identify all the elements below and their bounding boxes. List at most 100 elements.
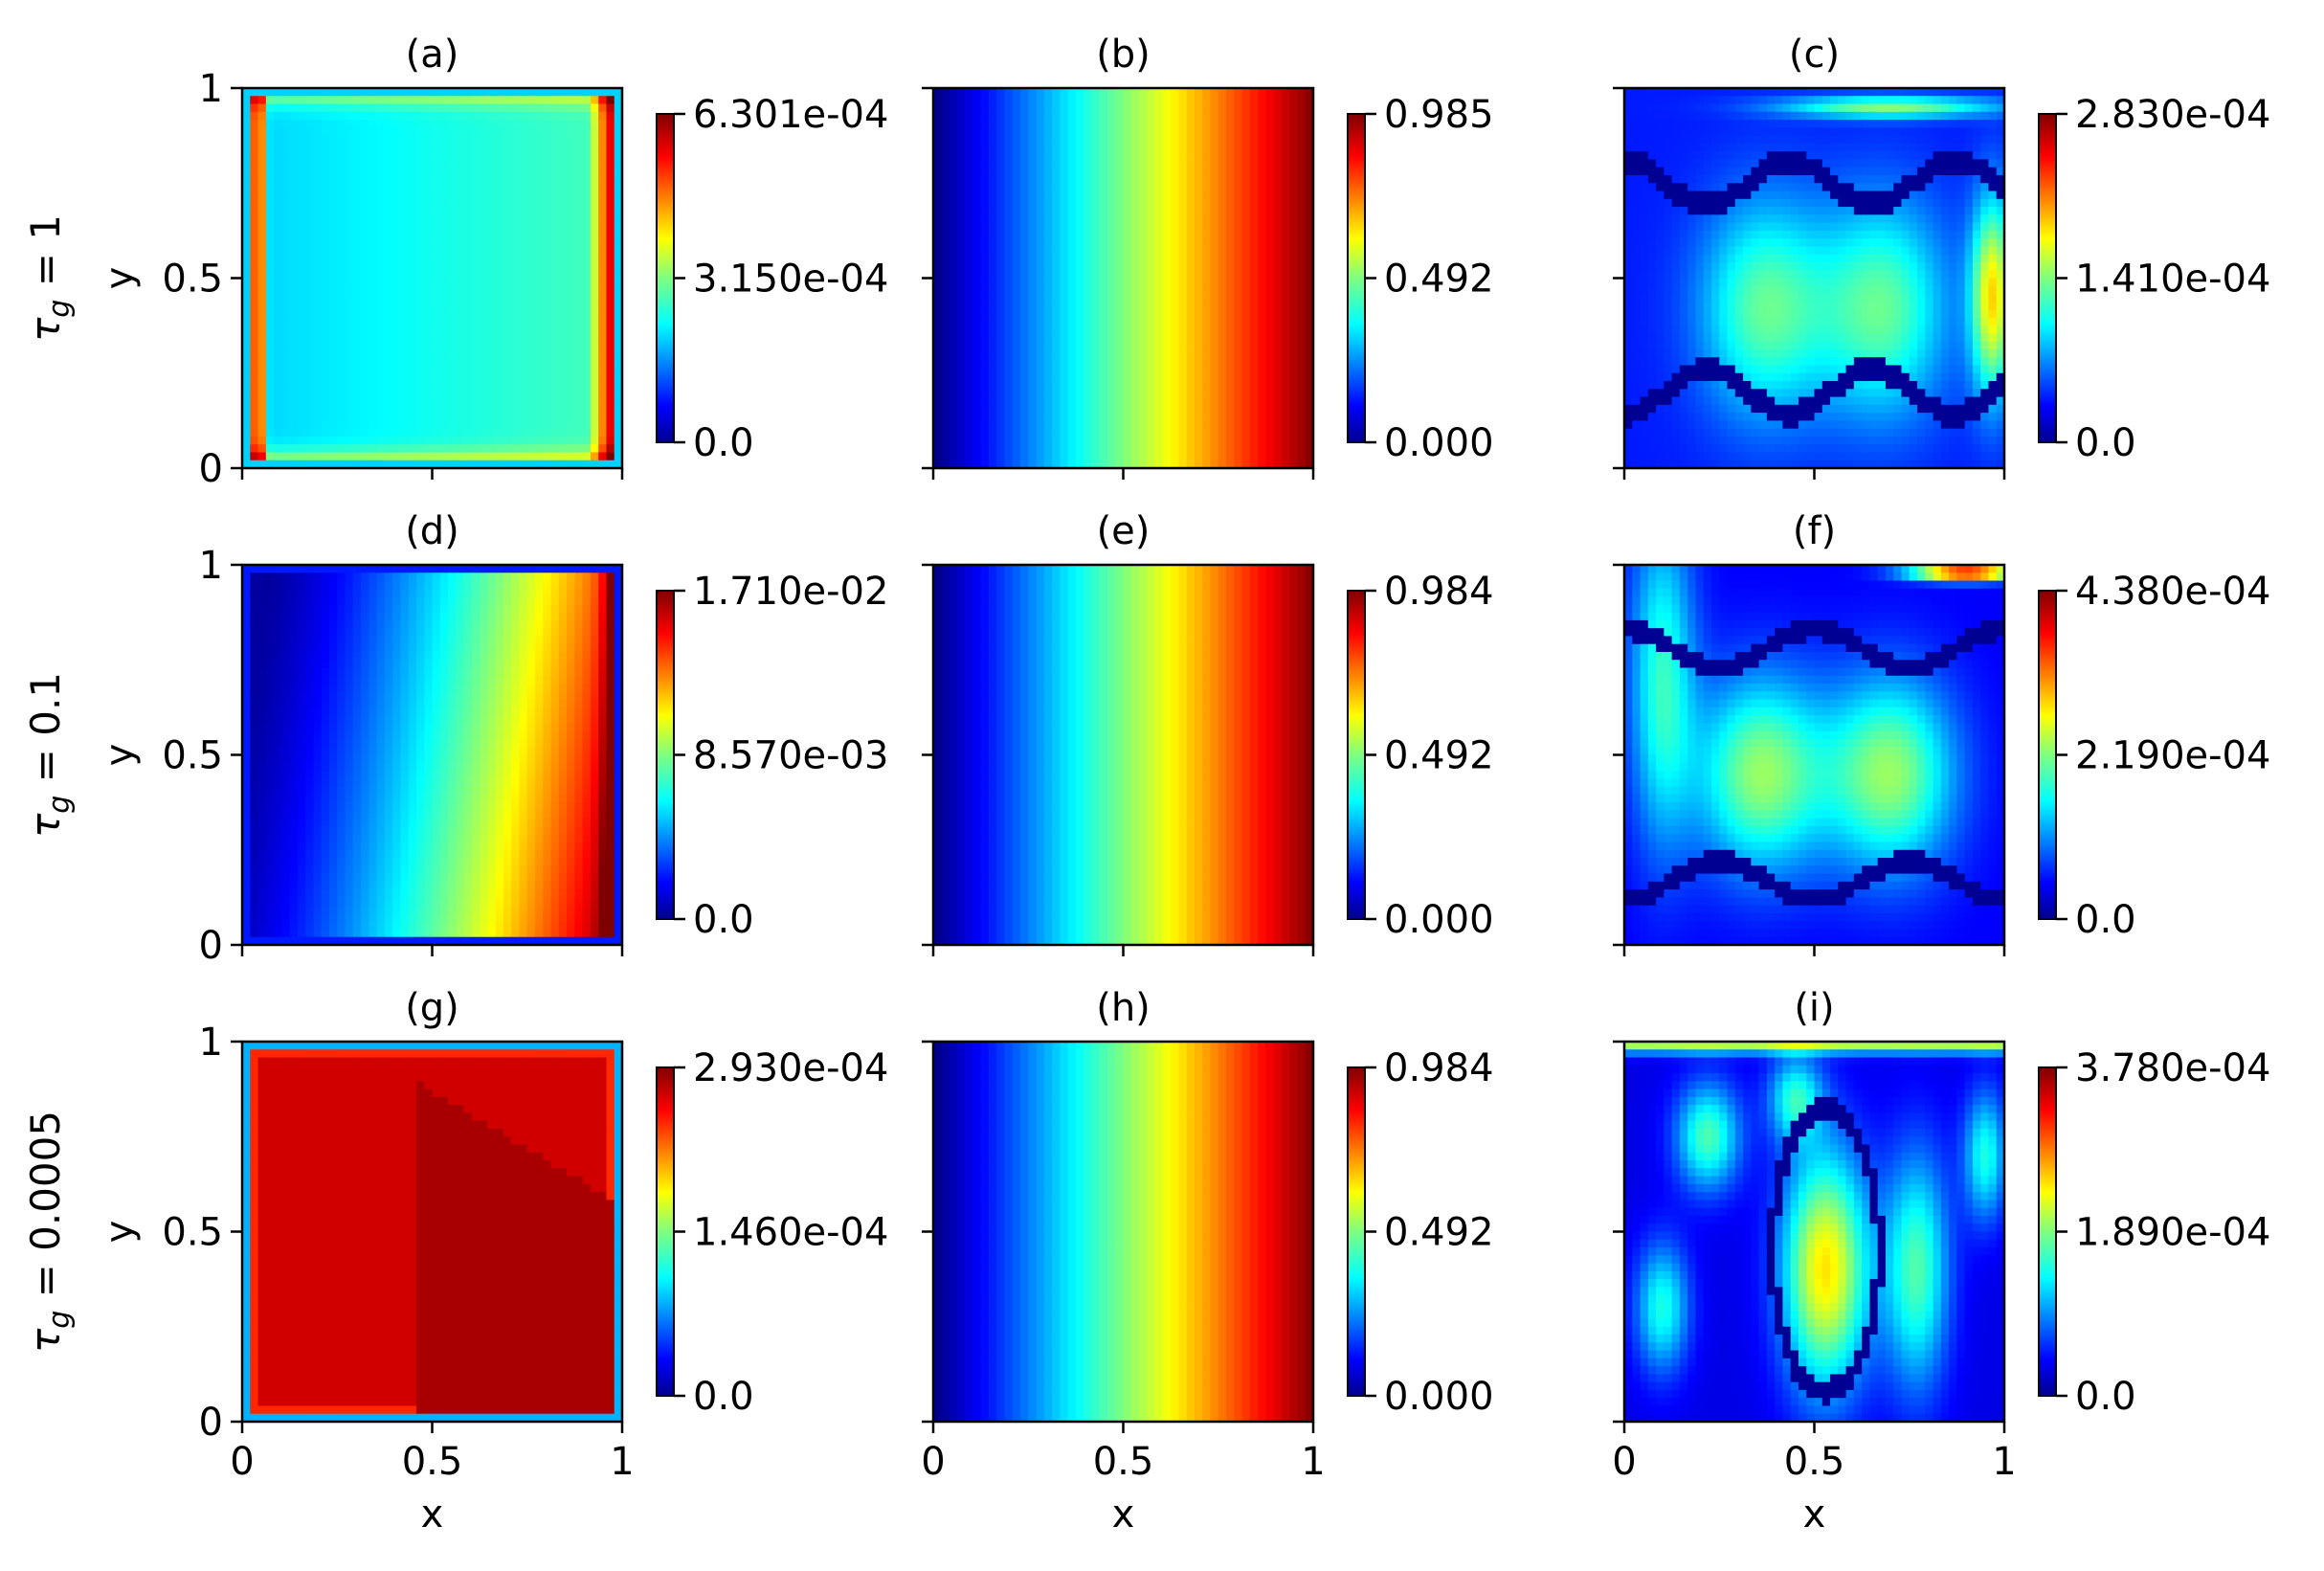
heatmap-cell xyxy=(480,365,488,373)
heatmap-cell xyxy=(472,191,480,200)
heatmap-cell xyxy=(274,175,282,184)
heatmap-cell xyxy=(981,183,990,191)
heatmap-cell xyxy=(1091,136,1100,145)
heatmap-cell xyxy=(433,231,441,239)
heatmap-cell xyxy=(1044,120,1053,128)
heatmap-cell xyxy=(1044,270,1053,279)
heatmap-cell xyxy=(583,127,592,136)
heatmap-cell xyxy=(551,405,560,414)
heatmap-cell xyxy=(1131,104,1140,113)
heatmap-cell xyxy=(574,88,583,97)
heatmap-cell xyxy=(1178,136,1187,145)
heatmap-cell xyxy=(274,96,282,104)
heatmap-cell xyxy=(464,183,473,191)
heatmap-cell xyxy=(1107,151,1116,160)
heatmap-cell xyxy=(503,199,512,208)
heatmap-cell xyxy=(981,223,990,232)
heatmap-cell xyxy=(281,429,290,438)
heatmap-cell xyxy=(1084,207,1092,215)
heatmap-cell xyxy=(1171,112,1179,121)
heatmap-cell xyxy=(559,246,568,255)
heatmap-cell xyxy=(353,333,362,342)
heatmap-cell xyxy=(1941,120,1950,128)
heatmap-cell xyxy=(1234,112,1242,121)
heatmap-cell xyxy=(250,389,258,397)
heatmap-cell xyxy=(313,214,322,223)
heatmap-cell xyxy=(440,104,449,113)
heatmap-cell xyxy=(535,96,544,104)
heatmap-cell xyxy=(1250,88,1259,97)
heatmap-cell xyxy=(1956,104,1965,113)
heatmap-cell xyxy=(606,373,615,382)
heatmap-cell xyxy=(305,127,314,136)
heatmap-cell xyxy=(1806,127,1815,136)
heatmap-cell xyxy=(1202,238,1211,247)
heatmap-cell xyxy=(258,389,267,397)
heatmap-cell xyxy=(361,120,369,128)
heatmap-cell xyxy=(1060,302,1068,310)
heatmap-cell xyxy=(1258,294,1266,303)
heatmap-cell xyxy=(1933,96,1942,104)
heatmap-cell xyxy=(242,104,251,113)
heatmap-cell xyxy=(464,310,473,319)
heatmap-cell xyxy=(996,120,1005,128)
heatmap-cell xyxy=(369,429,377,438)
heatmap-cell xyxy=(1171,310,1179,319)
heatmap-cell xyxy=(305,389,314,397)
heatmap-cell xyxy=(1060,373,1068,382)
heatmap-cell xyxy=(535,342,544,350)
heatmap-cell xyxy=(1091,318,1100,326)
heatmap-cell xyxy=(392,88,401,97)
heatmap-cell xyxy=(1115,104,1124,113)
heatmap-cell xyxy=(496,231,504,239)
heatmap-cell xyxy=(400,444,409,453)
heatmap-cell xyxy=(965,357,973,366)
heatmap-cell xyxy=(472,214,480,223)
heatmap-cell xyxy=(400,310,409,319)
heatmap-cell xyxy=(448,151,457,160)
heatmap-cell xyxy=(400,342,409,350)
heatmap-cell xyxy=(519,333,527,342)
heatmap-cell xyxy=(416,120,425,128)
heatmap-cell xyxy=(591,365,599,373)
heatmap-cell xyxy=(1052,349,1061,358)
heatmap-cell xyxy=(1656,120,1665,128)
heatmap-cell xyxy=(1028,349,1037,358)
heatmap-cell xyxy=(1107,279,1116,287)
heatmap-cell xyxy=(1226,175,1235,184)
heatmap-cell xyxy=(957,389,966,397)
heatmap-cell xyxy=(329,191,338,200)
heatmap-cell xyxy=(1084,246,1092,255)
heatmap-cell xyxy=(448,420,457,429)
heatmap-cell xyxy=(933,159,942,168)
heatmap-cell xyxy=(1060,437,1068,445)
heatmap-cell xyxy=(1806,120,1815,128)
heatmap-cell xyxy=(1139,444,1148,453)
heatmap-cell xyxy=(543,262,551,271)
heatmap-cell xyxy=(1282,191,1290,200)
heatmap-cell xyxy=(346,365,354,373)
heatmap-cell xyxy=(1258,120,1266,128)
heatmap-cell xyxy=(472,175,480,184)
heatmap-cell xyxy=(972,191,981,200)
heatmap-cell xyxy=(933,96,942,104)
heatmap-cell xyxy=(346,246,354,255)
heatmap-cell xyxy=(274,191,282,200)
heatmap-cell xyxy=(1258,255,1266,263)
heatmap-cell xyxy=(242,342,251,350)
heatmap-cell xyxy=(527,191,536,200)
heatmap-cell xyxy=(392,223,401,232)
heatmap-cell xyxy=(464,389,473,397)
heatmap-cell xyxy=(337,452,346,460)
heatmap-cell xyxy=(456,302,464,310)
heatmap-cell xyxy=(250,136,258,145)
heatmap-cell xyxy=(1210,136,1218,145)
heatmap-cell xyxy=(1743,96,1752,104)
heatmap-cell xyxy=(456,270,464,279)
heatmap-cell xyxy=(1799,120,1807,128)
heatmap-cell xyxy=(1289,136,1298,145)
heatmap-cell xyxy=(1234,437,1242,445)
heatmap-cell xyxy=(1250,199,1259,208)
heatmap-cell xyxy=(496,255,504,263)
heatmap-cell xyxy=(1155,231,1164,239)
